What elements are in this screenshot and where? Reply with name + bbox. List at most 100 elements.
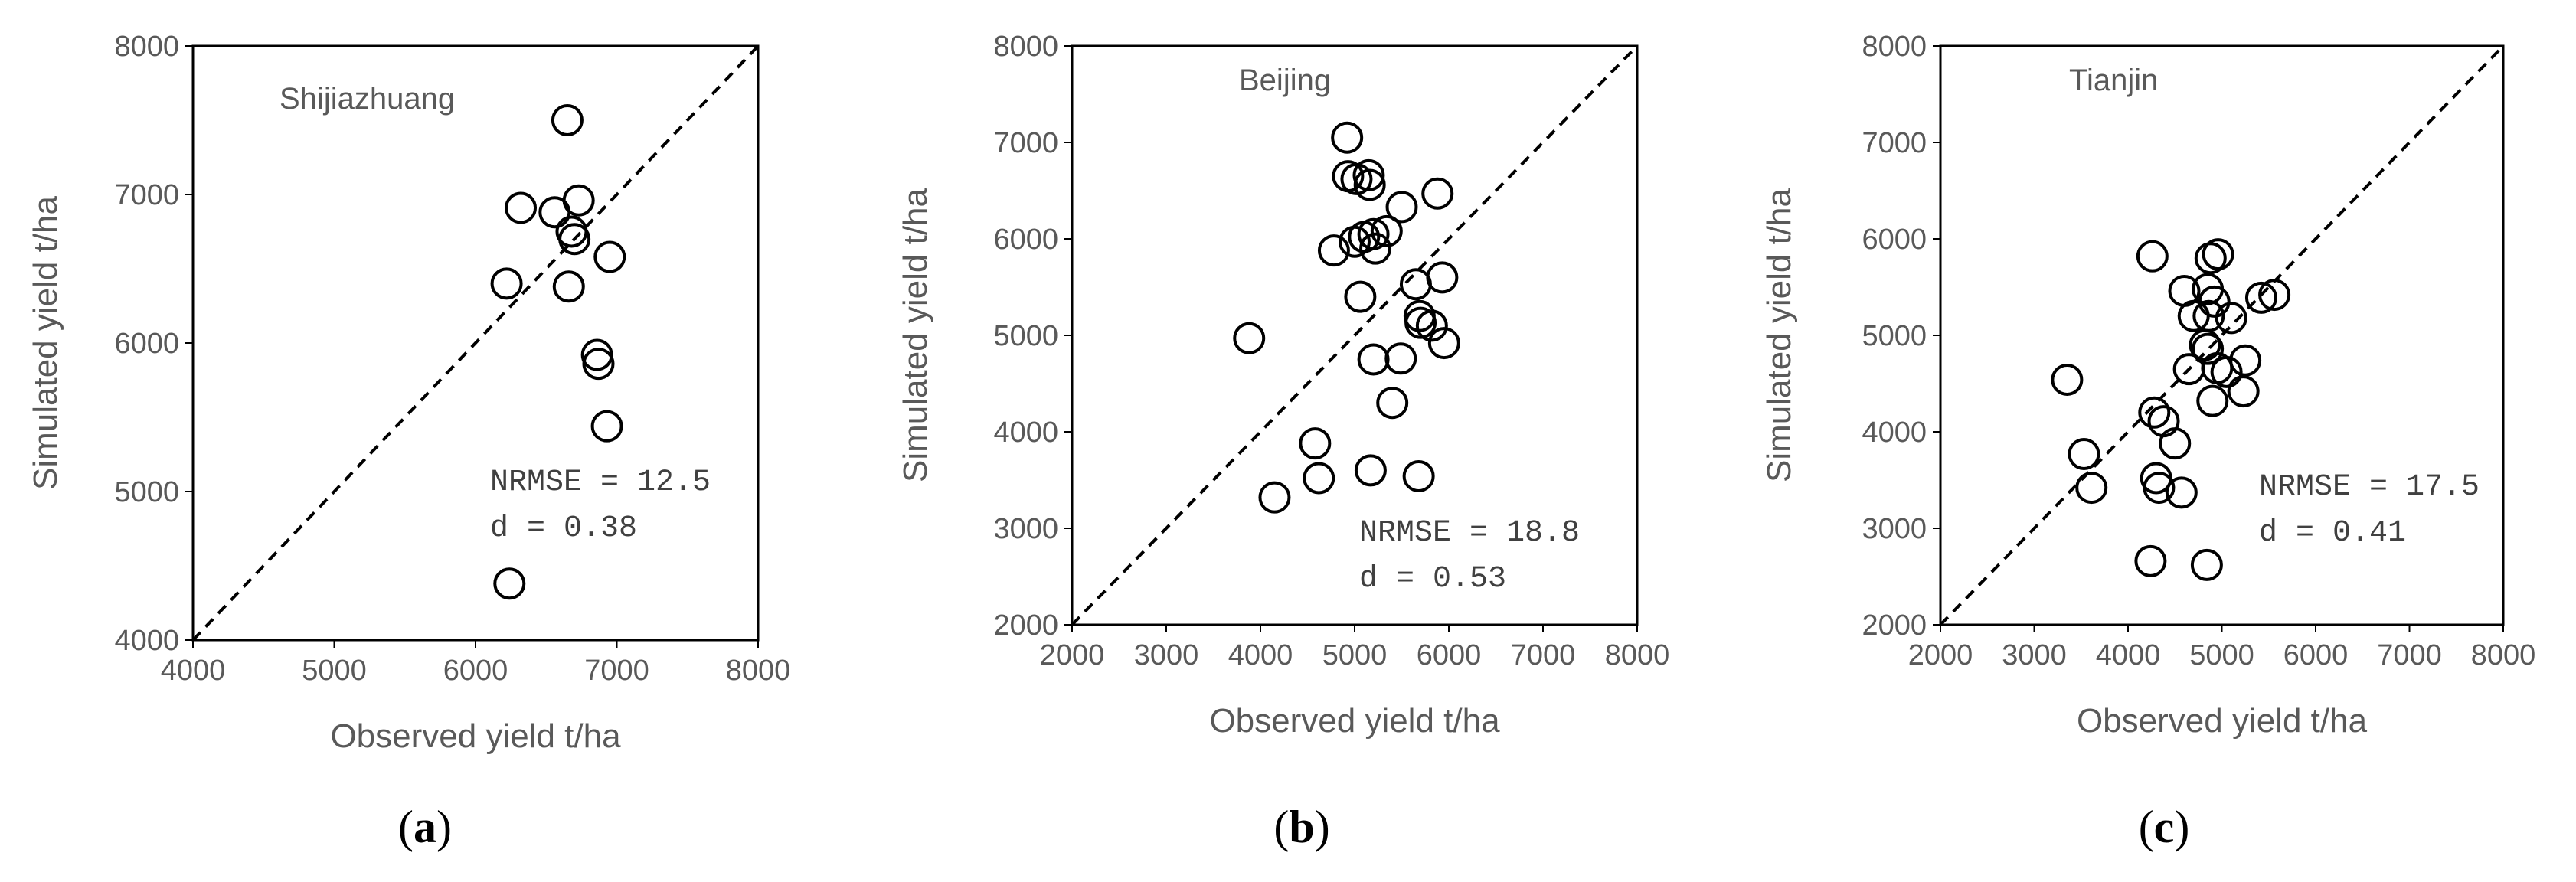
data-point — [1354, 454, 1387, 487]
site-label: Tianjin — [2069, 64, 2158, 97]
one-to-one-line — [191, 44, 760, 642]
x-tick-label: 7000 — [2377, 639, 2442, 671]
data-point — [593, 240, 626, 273]
scatter-chart-tianjin: 2000 3000 4000 5000 6000 7000 8000 2000 3000 4000… — [1760, 31, 2536, 852]
data-point — [562, 184, 595, 217]
data-point — [1357, 343, 1390, 376]
data-point — [552, 270, 585, 303]
data-point — [1331, 121, 1364, 154]
data-point — [2075, 472, 2108, 505]
y-tick-label: 8000 — [114, 31, 179, 63]
one-to-one-line — [1071, 44, 1639, 626]
x-tick-label: 2000 — [1040, 639, 1105, 671]
data-point — [2177, 299, 2210, 332]
y-tick-label: 8000 — [1862, 31, 1927, 63]
data-point — [1357, 217, 1390, 250]
x-axis-title: Observed yield t/ha — [2077, 702, 2368, 740]
y-axis-title: Simulated yield t/ha — [1760, 188, 1798, 482]
x-tick-label: 5000 — [302, 655, 367, 687]
panel-a: 4000 5000 6000 7000 8000 4000 5000 6000 7000 8000… — [0, 0, 804, 882]
data-point — [1233, 322, 1266, 354]
data-point — [490, 267, 523, 300]
y-tick-label: 4000 — [993, 416, 1058, 449]
data-point — [493, 567, 526, 600]
panel-letter: (b) — [1273, 802, 1329, 852]
data-point — [1299, 427, 1332, 460]
data-point — [1370, 214, 1403, 247]
x-tick-label: 7000 — [1511, 639, 1576, 671]
y-tick-label: 6000 — [993, 224, 1058, 256]
d-index-label: d = 0.38 — [490, 511, 637, 546]
scatter-chart-beijing: 2000 3000 4000 5000 6000 7000 8000 2000 3000 4000… — [897, 31, 1670, 852]
y-tick-label: 5000 — [114, 476, 179, 508]
x-tick-label: 5000 — [1322, 639, 1388, 671]
x-tick-label: 6000 — [1417, 639, 1482, 671]
y-tick-label: 8000 — [993, 31, 1058, 63]
data-point — [2192, 332, 2225, 365]
data-point — [2210, 355, 2243, 388]
x-tick-label: 7000 — [584, 655, 649, 687]
x-tick-label: 3000 — [1134, 639, 1199, 671]
site-label: Shijiazhuang — [280, 82, 455, 116]
data-point — [1359, 232, 1392, 265]
data-point — [2165, 476, 2198, 509]
data-point — [1376, 387, 1409, 420]
data-point — [2190, 548, 2223, 581]
y-tick-label: 7000 — [993, 127, 1058, 159]
panel-letter-open: ( — [2139, 802, 2154, 852]
y-tick-label: 5000 — [993, 320, 1058, 352]
panel-letter-char: b — [1289, 802, 1314, 852]
y-tick-label: 6000 — [114, 328, 179, 360]
y-tick-label: 5000 — [1862, 320, 1927, 352]
x-tick-label: 2000 — [1908, 639, 1973, 671]
y-tick-label: 7000 — [1862, 127, 1927, 159]
panel-letter-close: ) — [436, 802, 452, 852]
x-tick-label: 8000 — [2471, 639, 2536, 671]
y-tick-label: 2000 — [1862, 609, 1927, 642]
y-axis-title: Simulated yield t/ha — [897, 188, 934, 482]
x-tick-label: 6000 — [443, 655, 508, 687]
nrmse-label: NRMSE = 18.8 — [1359, 516, 1580, 550]
y-tick-label: 2000 — [993, 609, 1058, 642]
one-to-one-line — [1939, 44, 2505, 626]
panel-b: 2000 3000 4000 5000 6000 7000 8000 2000 3000 4000… — [819, 0, 1677, 882]
y-tick-label: 3000 — [993, 513, 1058, 545]
data-point — [558, 223, 591, 256]
panel-letter: (c) — [2139, 802, 2190, 852]
panel-letter-open: ( — [398, 802, 414, 852]
x-tick-label: 4000 — [161, 655, 226, 687]
data-point — [1385, 191, 1418, 224]
y-tick-label: 3000 — [1862, 513, 1927, 545]
x-axis-title: Observed yield t/ha — [1209, 702, 1500, 740]
site-label: Beijing — [1239, 64, 1331, 97]
data-point — [1344, 280, 1377, 313]
data-point — [582, 348, 615, 381]
data-point — [2159, 427, 2192, 460]
y-tick-label: 7000 — [114, 179, 179, 211]
panel-letter: (a) — [398, 802, 452, 852]
data-point — [1352, 158, 1385, 191]
scatter-chart-shijiazhuang: 4000 5000 6000 7000 8000 4000 5000 6000 7000 8000… — [27, 31, 790, 852]
x-tick-label: 5000 — [2189, 639, 2254, 671]
data-point — [1426, 261, 1459, 294]
nrmse-label: NRMSE = 12.5 — [490, 466, 711, 500]
data-point — [2134, 544, 2167, 577]
data-point — [1402, 459, 1435, 492]
data-point — [1421, 177, 1454, 210]
x-tick-label: 8000 — [1605, 639, 1670, 671]
data-point — [2147, 405, 2180, 438]
d-index-label: d = 0.41 — [2259, 516, 2406, 550]
data-point — [2143, 472, 2176, 505]
data-point — [505, 191, 538, 224]
data-point — [1427, 327, 1460, 360]
x-tick-label: 3000 — [2002, 639, 2067, 671]
y-axis-title: Simulated yield t/ha — [27, 195, 64, 490]
data-point — [2215, 302, 2247, 335]
data-point — [2136, 240, 2169, 273]
data-point — [551, 104, 584, 136]
x-axis-title: Observed yield t/ha — [330, 717, 621, 755]
data-point — [1317, 234, 1350, 267]
data-point — [2068, 437, 2100, 470]
data-point — [1399, 268, 1432, 301]
x-tick-label: 4000 — [2096, 639, 2161, 671]
